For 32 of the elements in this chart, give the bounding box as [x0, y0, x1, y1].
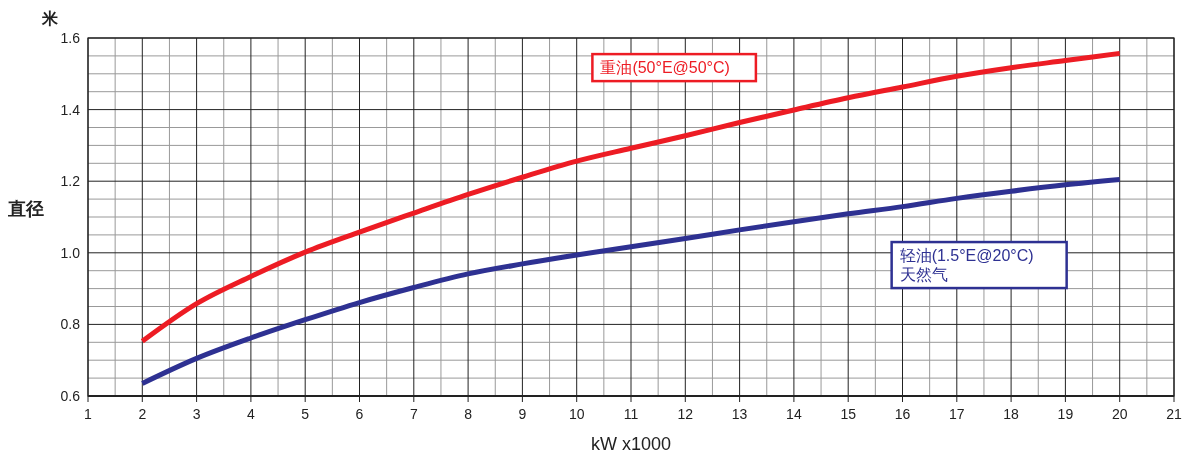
x-tick-label: 19 — [1057, 406, 1074, 422]
y-axis-title: 直径 — [7, 199, 44, 219]
y-tick-label: 1.6 — [60, 30, 81, 46]
y-tick-label: 1.0 — [60, 244, 81, 261]
x-tick-label: 6 — [355, 406, 364, 422]
x-tick-label: 12 — [677, 406, 694, 422]
x-tick-label: 7 — [409, 406, 418, 422]
text: 重油(50°E@50°C) — [600, 59, 730, 77]
text: 米 — [41, 10, 59, 27]
x-tick-label: 17 — [949, 406, 965, 422]
y-tick-label: 1.2 — [60, 173, 81, 190]
x-tick-label: 8 — [464, 406, 473, 422]
y-tick-label: 1.4 — [60, 101, 81, 118]
x-tick-label: 3 — [192, 406, 201, 422]
x-tick-label: 2 — [138, 406, 147, 422]
x-tick-label: 18 — [1003, 406, 1020, 422]
x-tick-label: 9 — [518, 406, 527, 422]
x-tick-label: 14 — [786, 406, 802, 422]
x-tick-label: 16 — [894, 406, 911, 422]
x-tick-label: 13 — [731, 406, 748, 422]
y-tick-label: 0.6 — [60, 388, 81, 404]
x-tick-label: 11 — [623, 406, 639, 422]
x-axis-title: kW x1000 — [590, 434, 672, 454]
x-tick-label: 20 — [1111, 406, 1128, 422]
text: 轻油(1.5°E@20°C) 天然气 — [899, 247, 1034, 284]
x-tick-label: 21 — [1166, 406, 1182, 422]
y-tick-label: 0.8 — [60, 316, 81, 333]
x-tick-label: 5 — [301, 406, 310, 422]
x-tick-label: 10 — [568, 406, 585, 422]
x-tick-label: 1 — [84, 406, 93, 422]
x-tick-label: 15 — [840, 406, 857, 422]
x-tick-label: 4 — [247, 406, 255, 422]
